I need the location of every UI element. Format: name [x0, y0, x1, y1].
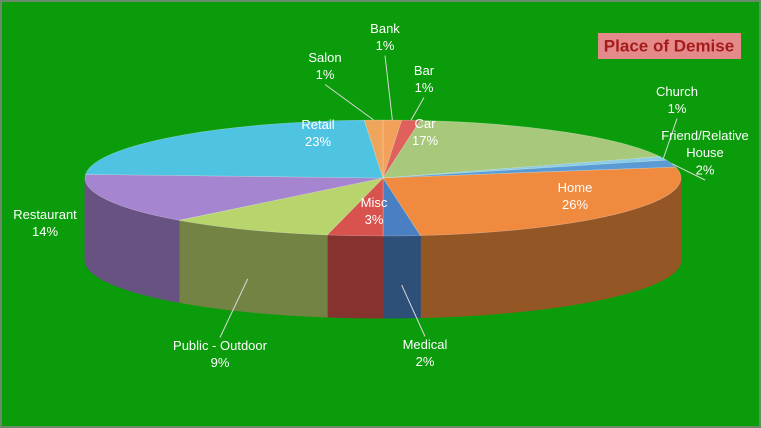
leader-line — [219, 278, 249, 338]
slice-label-line: Friend/Relative — [661, 128, 748, 143]
slice-value-label: 3% — [365, 212, 384, 227]
slice — [382, 166, 682, 236]
slice — [382, 176, 421, 237]
slice-label: Friend/Relative House — [661, 128, 748, 160]
slice-value-label: 23% — [305, 134, 331, 149]
slice-label: Retail — [301, 117, 334, 132]
slice — [85, 119, 384, 179]
slice-value-label: 9% — [211, 355, 230, 370]
leader-line — [401, 284, 426, 337]
slice-value-label: 1% — [376, 38, 395, 53]
leader-line — [410, 97, 425, 121]
chart-title: Place of Demise — [604, 36, 734, 55]
slice — [382, 156, 668, 179]
title-box — [598, 33, 741, 59]
slice-label: Home — [558, 180, 593, 195]
slice-label: Restaurant — [13, 207, 77, 222]
slice-side — [178, 219, 328, 318]
slice-label: Misc — [361, 195, 388, 210]
slice — [382, 120, 662, 179]
slice-value-label: 14% — [32, 224, 58, 239]
leader-line — [671, 163, 706, 181]
slice-label: Medical — [403, 337, 448, 352]
slice-value-label: 2% — [416, 354, 435, 369]
slice-value-label: 17% — [412, 133, 438, 148]
slice-value-label: 2% — [696, 162, 715, 177]
leader-line — [384, 55, 393, 121]
slice-value-label: 1% — [316, 67, 335, 82]
slice-value-label: 1% — [668, 101, 687, 116]
leader-line — [324, 84, 374, 121]
slice-side — [326, 234, 384, 319]
slice-label: Public - Outdoor — [173, 338, 268, 353]
leader-line — [662, 118, 678, 159]
slice-label: Church — [656, 84, 698, 99]
slice-side — [382, 235, 421, 319]
slice — [178, 177, 384, 236]
slice — [84, 174, 384, 221]
slice-label: Car — [415, 116, 437, 131]
slice-label-line: House — [686, 145, 724, 160]
slice-label: Bar — [414, 63, 435, 78]
slice — [326, 177, 384, 237]
slice-value-label: 1% — [415, 80, 434, 95]
slice-label: Salon — [308, 50, 341, 65]
slice-value-label: 26% — [562, 197, 588, 212]
slice-label: Bank — [370, 21, 400, 36]
